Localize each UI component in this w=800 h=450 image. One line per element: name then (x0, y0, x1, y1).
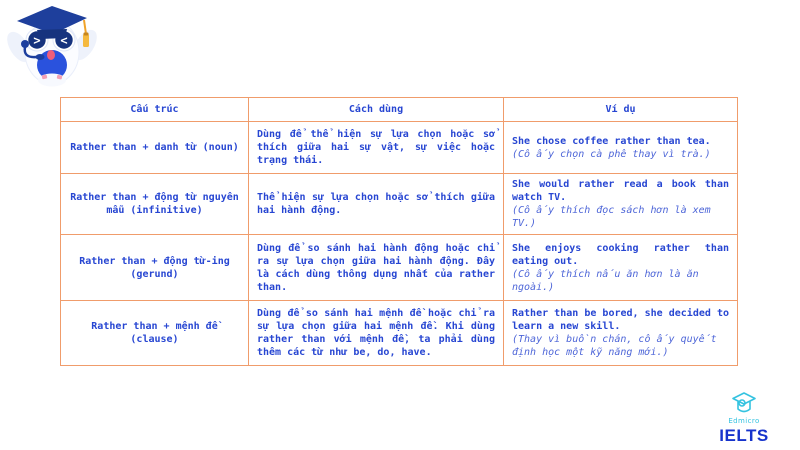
table-header-row: Cấu trúc Cách dùng Ví dụ (60, 97, 738, 122)
owl-bow-left (41, 74, 48, 80)
graduation-cap-icon (17, 6, 87, 34)
column-header-example: Ví dụ (503, 97, 738, 122)
example-sentence: She would rather read a book than watch … (512, 179, 729, 203)
cell-structure: Rather than + động từ-ing (gerund) (60, 234, 249, 301)
cell-example: She would rather read a book than watch … (503, 173, 738, 235)
cell-example: She enjoys cooking rather than eating ou… (503, 234, 738, 301)
example-translation: (Cô ấy thích nấu ăn hơn là ăn ngoài.) (512, 268, 699, 293)
edmicro-cap-icon (732, 392, 756, 413)
owl-bow-right (56, 74, 63, 80)
cell-usage: Dùng để so sánh hai mệnh đề hoặc chỉ ra … (248, 300, 504, 366)
cell-usage: Dùng để thể hiện sự lựa chọn hoặc sở thí… (248, 121, 504, 174)
cap-tassel-cord (83, 19, 87, 35)
example-translation: (Cô ấy chọn cà phê thay vì trà.) (512, 148, 711, 160)
cell-usage: Dùng để so sánh hai hành động hoặc chỉ r… (248, 234, 504, 301)
example-translation: (Thay vì buồn chán, cô ấy quyết định học… (512, 334, 717, 358)
owl-headset-arm (23, 46, 37, 59)
brand-logo: Edmicro IELTS (702, 392, 786, 446)
example-sentence: She chose coffee rather than tea. (512, 135, 711, 147)
grammar-table: Cấu trúc Cách dùng Ví dụ Rather than + d… (60, 97, 738, 366)
table-row: Rather than + động từ-ing (gerund) Dùng … (60, 234, 738, 301)
graduation-cap-base (37, 29, 67, 39)
column-header-structure: Cấu trúc (60, 97, 249, 122)
cap-tassel-knot (83, 32, 89, 36)
table-row: Rather than + danh từ (noun) Dùng để thể… (60, 121, 738, 174)
table-row: Rather than + động từ nguyên mẫu (infini… (60, 173, 738, 235)
owl-headset-ear (21, 40, 29, 48)
owl-headset-mic (35, 54, 45, 60)
owl-mouth (47, 50, 55, 60)
cell-structure: Rather than + danh từ (noun) (60, 121, 249, 174)
column-header-usage: Cách dùng (248, 97, 504, 122)
cell-example: Rather than be bored, she decided to lea… (503, 300, 738, 366)
brand-name: Edmicro (728, 417, 760, 425)
owl-eye-right-glyph: < (60, 34, 67, 48)
cell-structure: Rather than + động từ nguyên mẫu (infini… (60, 173, 249, 235)
example-translation: (Cô ấy thích đọc sách hơn là xem TV.) (512, 205, 711, 229)
owl-mascot: > < (7, 6, 97, 87)
cap-tassel (83, 34, 89, 47)
owl-eye-left-glyph: > (33, 34, 40, 48)
table-row: Rather than + mệnh đề (clause) Dùng để s… (60, 300, 738, 366)
example-sentence: She enjoys cooking rather than eating ou… (512, 242, 729, 267)
cell-usage: Thể hiện sự lựa chọn hoặc sở thích giữa … (248, 173, 504, 235)
owl-belly (37, 50, 67, 80)
cell-example: She chose coffee rather than tea. (Cô ấy… (503, 121, 738, 174)
cell-structure: Rather than + mệnh đề (clause) (60, 300, 249, 366)
brand-product: IELTS (719, 426, 769, 445)
example-sentence: Rather than be bored, she decided to lea… (512, 308, 729, 332)
